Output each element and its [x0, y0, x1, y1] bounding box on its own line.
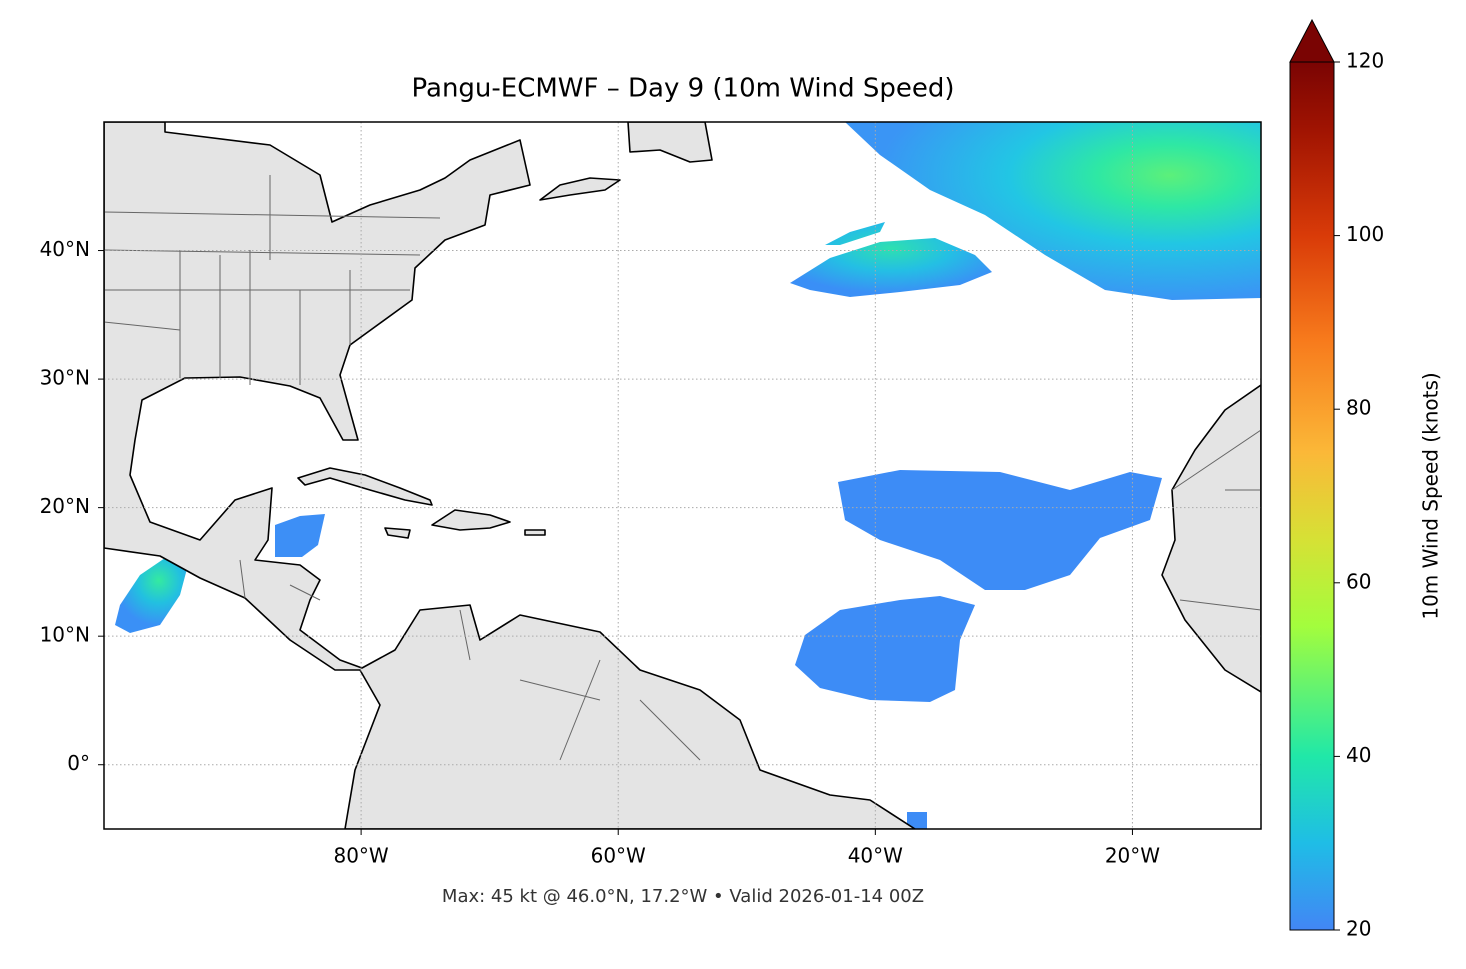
- colorbar-tick-label: 100: [1346, 222, 1384, 246]
- colorbar-tick-label: 40: [1346, 743, 1371, 767]
- colorbar-tick-label: 120: [1346, 49, 1384, 73]
- chart-title: Pangu-ECMWF – Day 9 (10m Wind Speed): [412, 74, 955, 104]
- land: [297, 467, 433, 506]
- annotation: Max: 45 kt @ 46.0°N, 17.2°W • Valid 2026…: [442, 886, 924, 907]
- x-tick-label: 20°W: [1105, 844, 1160, 868]
- x-tick-label: 40°W: [848, 844, 903, 868]
- colorbar: [1289, 61, 1335, 931]
- wind-area: [275, 514, 325, 557]
- map-frame: [103, 121, 1262, 830]
- wind-area: [790, 222, 992, 297]
- wind-area: [845, 122, 1261, 300]
- colorbar-label: 10m Wind Speed (knots): [1419, 372, 1443, 619]
- land: [104, 122, 916, 829]
- colorbar-tick-label: 80: [1346, 396, 1371, 420]
- colorbar-extend: [1289, 18, 1335, 63]
- x-tick-label: 80°W: [333, 844, 388, 868]
- grid: [104, 122, 1261, 829]
- y-tick-label: 10°N: [40, 623, 90, 647]
- wind-area: [907, 812, 927, 829]
- y-tick-label: 0°: [67, 751, 90, 775]
- land: [384, 527, 411, 539]
- land: [524, 529, 546, 536]
- map-area: [104, 122, 1261, 829]
- wind-area: [115, 558, 188, 633]
- land: [431, 509, 511, 531]
- y-tick-label: 20°N: [40, 494, 90, 518]
- land: [539, 177, 621, 201]
- wind-area: [795, 596, 975, 702]
- wind-area: [838, 470, 1162, 590]
- colorbar-tick-label: 60: [1346, 569, 1371, 593]
- y-tick-label: 40°N: [40, 237, 90, 261]
- x-tick-label: 60°W: [591, 844, 646, 868]
- y-tick-label: 30°N: [40, 366, 90, 390]
- border: [104, 175, 1261, 761]
- land: [1161, 384, 1261, 693]
- land: [627, 122, 713, 163]
- colorbar-tick-label: 20: [1346, 917, 1371, 941]
